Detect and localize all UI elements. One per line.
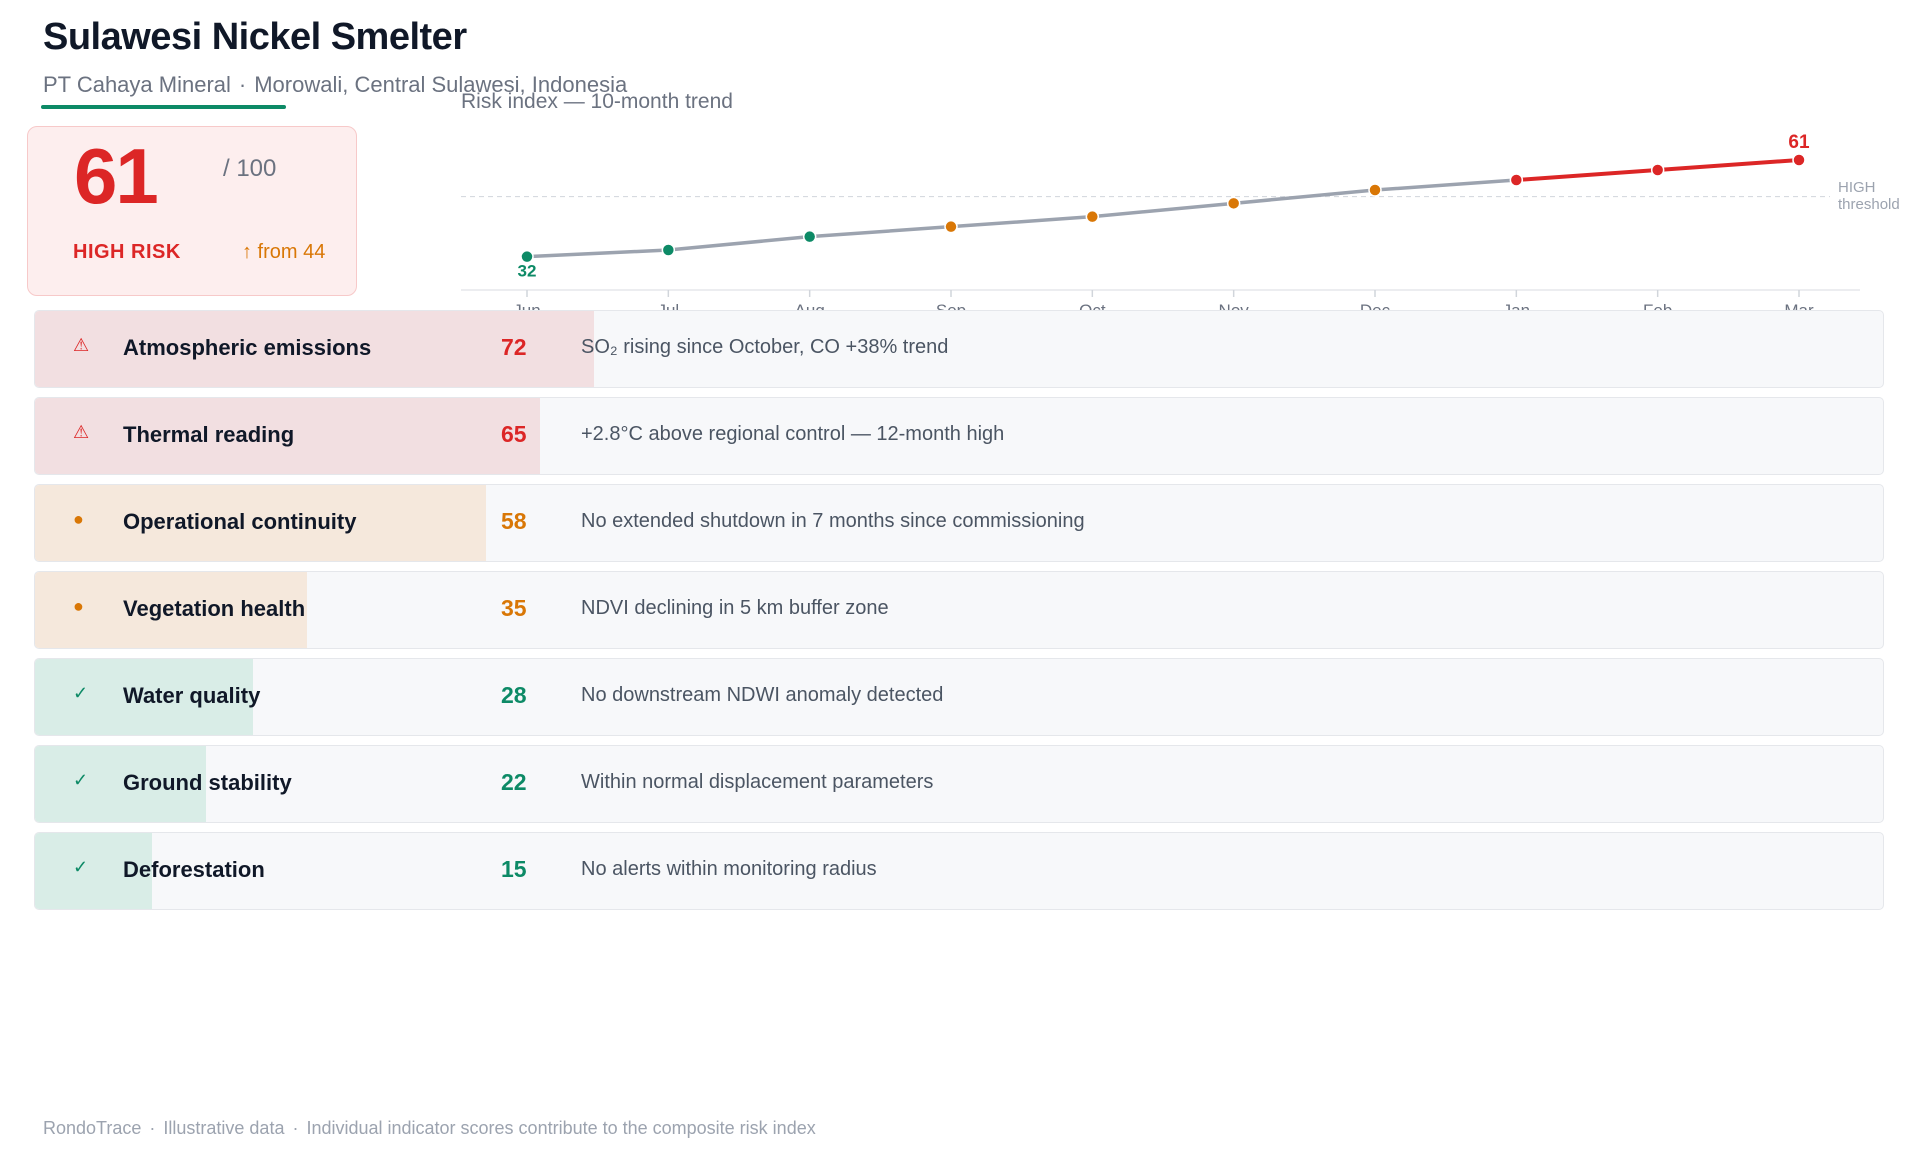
alert-icon: ⚠ [73, 335, 90, 355]
indicator-score-bar [35, 572, 307, 648]
trend-line-segment [1373, 178, 1519, 192]
data-point [1085, 209, 1100, 224]
data-point [1509, 173, 1524, 187]
indicator-description: NDVI declining in 5 km buffer zone [581, 597, 889, 619]
x-tick-label: Aug [795, 301, 825, 312]
risk-level-label: HIGH RISK [73, 241, 181, 263]
trend-line-segment [807, 224, 953, 239]
check-icon: ✓ [73, 683, 89, 703]
indicator-name: Thermal reading [123, 422, 295, 447]
footer: RondoTrace · Illustrative data · Individual … [43, 1118, 816, 1139]
indicator-score: 58 [501, 508, 527, 534]
x-tick-label: Jun [513, 301, 540, 312]
trend-line-segment [1514, 168, 1660, 182]
indicator-description: No extended shutdown in 7 months since c… [581, 510, 1085, 532]
indicator-description: No alerts within monitoring radius [581, 858, 877, 880]
indicator-score: 15 [501, 856, 527, 882]
indicator-description: +2.8°C above regional control — 12-month… [581, 423, 1005, 445]
indicator-name: Vegetation health [123, 596, 306, 621]
x-tick-label: Dec [1360, 301, 1391, 312]
trend-line-segment [1090, 201, 1236, 219]
indicator-row[interactable]: ● Vegetation health 35 NDVI declining in 5 … [34, 571, 1884, 649]
risk-score-max: / 100 [223, 155, 277, 182]
x-tick-label: Jan [1503, 301, 1530, 312]
indicator-score-bar [35, 659, 253, 735]
x-tick-label: Jul [657, 301, 679, 312]
indicator-row[interactable]: ✓ Water quality 28 No downstream NDWI anoma… [34, 658, 1884, 736]
footer-separator: · [149, 1118, 156, 1138]
indicator-description: SO₂ rising since October, CO +38% trend [581, 336, 949, 358]
indicator-name: Ground stability [123, 770, 292, 795]
indicator-score-bar [35, 398, 540, 474]
trend-line-segment [666, 234, 812, 252]
separator: · [238, 72, 247, 97]
trend-line-segment [525, 248, 671, 259]
trend-line-segment [1231, 188, 1377, 206]
indicator-description: No downstream NDWI anomaly detected [581, 684, 944, 706]
indicator-name: Water quality [123, 683, 261, 708]
indicator-score: 72 [501, 334, 527, 360]
indicator-description: Within normal displacement parameters [581, 771, 934, 793]
trend-line-segment [1655, 158, 1801, 172]
indicator-name: Atmospheric emissions [123, 335, 372, 360]
indicator-score: 28 [501, 682, 527, 708]
threshold-label: threshold [1838, 196, 1900, 213]
x-tick-label: Feb [1643, 301, 1672, 312]
footer-brand: RondoTrace [43, 1118, 142, 1138]
footer-note: Illustrative data [163, 1118, 285, 1138]
active-tab-indicator [41, 105, 286, 109]
x-tick-label: Mar [1784, 301, 1814, 312]
indicator-name: Operational continuity [123, 509, 357, 534]
x-tick-label: Nov [1219, 301, 1250, 312]
data-point [661, 243, 676, 257]
indicator-score-bar [35, 833, 152, 909]
indicator-score: 22 [501, 769, 527, 795]
page-title: Sulawesi Nickel Smelter [43, 16, 467, 58]
company-tab[interactable]: PT Cahaya Mineral [43, 72, 231, 97]
threshold-label: HIGH [1838, 179, 1876, 196]
indicator-score: 65 [501, 421, 527, 447]
alert-icon: ⚠ [73, 422, 90, 442]
footer-note: Individual indicator scores contribute t… [306, 1118, 816, 1138]
data-point [1650, 163, 1665, 177]
check-icon: ✓ [73, 857, 89, 877]
indicator-name: Deforestation [123, 857, 265, 882]
indicator-row[interactable]: ● Operational continuity 58 No extended shu… [34, 484, 1884, 562]
risk-change-label: ↑ from 44 [242, 241, 326, 263]
indicator-score-bar [35, 485, 486, 561]
caution-icon: ● [73, 596, 84, 616]
data-point [520, 249, 534, 264]
indicator-row[interactable]: ✓ Deforestation 15 No alerts within monitor… [34, 832, 1884, 910]
x-tick-label: Sep [936, 301, 966, 312]
risk-score-value: 61 [74, 132, 159, 220]
chart-title: Risk index — 10-month trend [461, 90, 733, 113]
check-icon: ✓ [73, 770, 89, 790]
data-point [1226, 196, 1241, 211]
indicator-score: 35 [501, 595, 527, 621]
location-text: Morowali, Central Sulawesi, Indonesia [254, 72, 628, 97]
data-point [944, 219, 958, 234]
indicator-score-bar [35, 746, 206, 822]
data-point [1792, 153, 1806, 167]
data-label-last: 61 [1788, 132, 1810, 153]
caution-icon: ● [73, 509, 84, 529]
risk-score-card: 61 / 100 HIGH RISK ↑ from 44 [27, 126, 357, 296]
indicator-list: ⚠ Atmospheric emissions 72 SO₂ rising since… [34, 310, 1884, 919]
trend-line-segment [949, 214, 1095, 229]
x-tick-label: Oct [1079, 301, 1106, 312]
data-point [1368, 183, 1382, 197]
data-label-first: 32 [518, 262, 537, 281]
page-subtitle: PT Cahaya Mineral · Morowali, Central Sula… [43, 72, 627, 98]
data-point [802, 229, 817, 244]
indicator-row[interactable]: ⚠ Atmospheric emissions 72 SO₂ rising since… [34, 310, 1884, 388]
footer-separator: · [292, 1118, 299, 1138]
indicator-score-bar [35, 311, 594, 387]
indicator-row[interactable]: ⚠ Thermal reading 65 +2.8°C above regional … [34, 397, 1884, 475]
indicator-row[interactable]: ✓ Ground stability 22 Within normal displac… [34, 745, 1884, 823]
